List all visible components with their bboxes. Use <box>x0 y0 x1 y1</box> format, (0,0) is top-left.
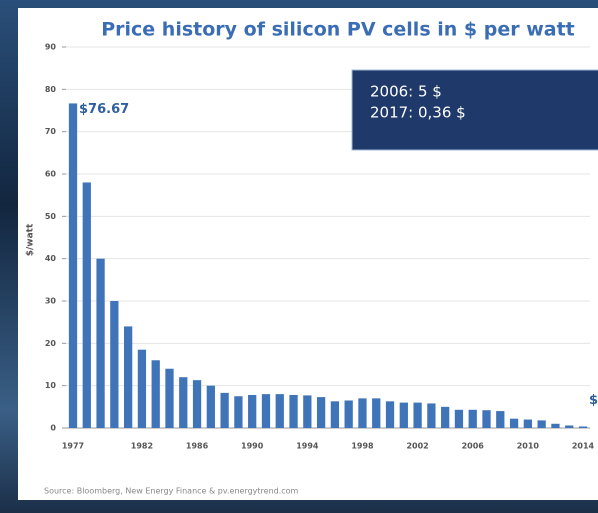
chart-title: Price history of silicon PV cells in $ p… <box>101 19 575 41</box>
bar <box>345 400 353 428</box>
value-label: $76.67 <box>79 102 129 117</box>
y-tick-label: 80 <box>45 85 57 94</box>
x-tick-label: 1982 <box>131 442 153 451</box>
bar <box>234 396 242 428</box>
bar <box>193 380 201 428</box>
bar <box>331 401 339 428</box>
bar <box>83 182 91 428</box>
x-tick-label: 2006 <box>462 442 485 451</box>
x-tick-label: 1994 <box>296 442 319 451</box>
x-tick-label: 1977 <box>62 442 84 451</box>
x-tick-label: 2002 <box>406 442 428 451</box>
bar <box>469 410 477 428</box>
bar <box>413 403 421 428</box>
bar <box>455 410 463 428</box>
x-tick-label: 2014 <box>572 442 595 451</box>
bar <box>579 426 587 428</box>
bar <box>220 393 228 428</box>
y-tick-label: 70 <box>45 127 57 136</box>
y-tick-label: 30 <box>45 297 57 306</box>
bar <box>538 420 546 428</box>
bar <box>386 401 394 428</box>
chart: Price history of silicon PV cells in $ p… <box>0 0 598 513</box>
page: Price history of silicon PV cells in $ p… <box>0 0 598 513</box>
info-line: 2017: 0,36 $ <box>370 104 466 122</box>
bar <box>317 397 325 428</box>
y-tick-label: 10 <box>45 381 57 390</box>
bar <box>441 407 449 428</box>
bar <box>262 394 270 428</box>
x-tick-label: 1990 <box>241 442 264 451</box>
bar <box>510 419 518 428</box>
x-tick-label: 1998 <box>351 442 374 451</box>
x-tick-label: 1986 <box>186 442 209 451</box>
x-tick-label: 2010 <box>517 442 540 451</box>
bar <box>138 350 146 428</box>
value-label: $0.36 <box>589 393 598 408</box>
bar <box>110 301 118 428</box>
bar <box>69 103 77 428</box>
y-tick-label: 40 <box>45 254 57 263</box>
info-line: 2006: 5 $ <box>370 83 442 101</box>
bar <box>207 386 215 428</box>
y-tick-label: 90 <box>45 43 57 52</box>
source-note: Source: Bloomberg, New Energy Finance & … <box>44 487 299 496</box>
y-tick-label: 60 <box>45 170 57 179</box>
bar <box>551 424 559 428</box>
bar <box>289 395 297 428</box>
y-tick-label: 0 <box>50 424 56 433</box>
bar <box>124 326 132 428</box>
bar <box>96 259 104 428</box>
bar <box>482 410 490 428</box>
bar <box>427 403 435 428</box>
y-tick-label: 50 <box>45 212 57 221</box>
bar <box>496 411 504 428</box>
y-axis-label: $/watt <box>26 223 36 256</box>
y-tick-label: 20 <box>45 339 57 348</box>
bar <box>372 398 380 428</box>
bar <box>400 403 408 428</box>
bar <box>565 425 573 428</box>
bar <box>524 420 532 428</box>
bar <box>152 360 160 428</box>
bar <box>276 394 284 428</box>
bar <box>248 395 256 428</box>
bar <box>179 377 187 428</box>
bar <box>303 395 311 428</box>
bar <box>358 398 366 428</box>
bar <box>165 369 173 428</box>
